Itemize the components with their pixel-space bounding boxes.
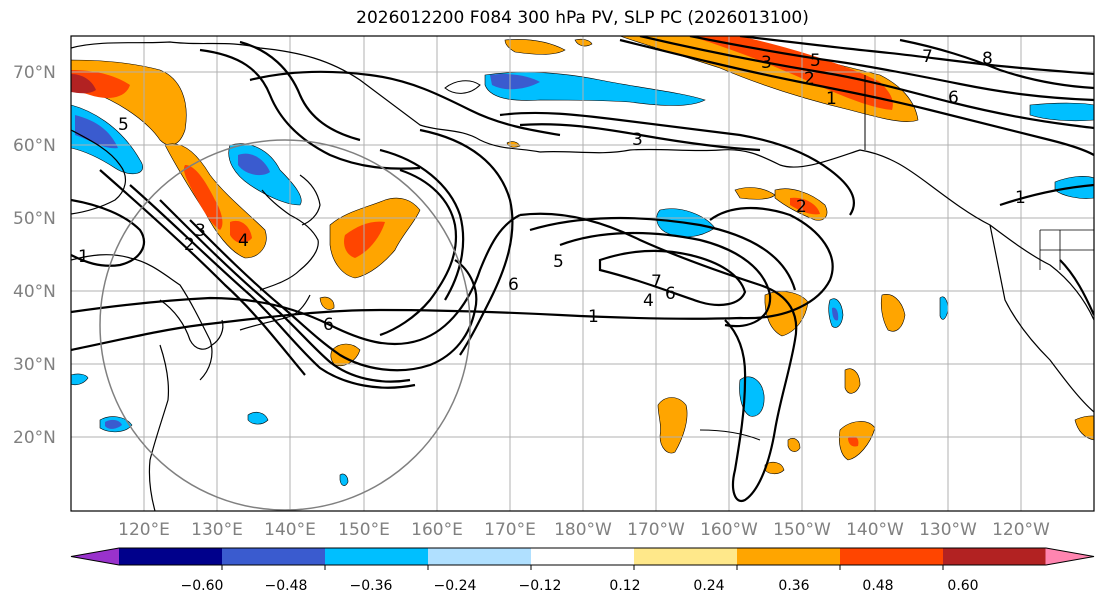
colorbar-bin: [428, 548, 532, 565]
slp-contours: [71, 36, 1094, 503]
coastlines: [71, 41, 1094, 511]
colorbar-tick-label: −0.24: [434, 578, 477, 594]
colorbar-extend-high: [1045, 548, 1094, 565]
lat-label: 40°N: [13, 282, 56, 302]
contour-label: 1: [78, 247, 89, 267]
contour-label: 1: [588, 307, 599, 327]
lat-label: 60°N: [13, 136, 56, 156]
radius-circle: [99, 139, 471, 511]
lat-label: 70°N: [13, 63, 56, 83]
colorbar-tick-label: −0.60: [181, 578, 224, 594]
lon-label: 120°W: [992, 520, 1050, 540]
colorbar-bin: [943, 548, 1047, 565]
latitude-labels: 70°N 60°N 50°N 40°N 30°N 20°N: [13, 63, 56, 448]
lon-label: 160°W: [700, 520, 758, 540]
lon-label: 180°W: [554, 520, 612, 540]
contour-label: 3: [761, 53, 772, 73]
map-title: 2026012200 F084 300 hPa PV, SLP PC (2026…: [356, 8, 809, 28]
colorbar-bin: [840, 548, 944, 565]
contour-label: 4: [238, 231, 249, 251]
colorbar-tick-label: −0.12: [519, 578, 562, 594]
contour-label: 5: [553, 252, 564, 272]
lat-label: 50°N: [13, 209, 56, 229]
contour-label: 7: [651, 272, 662, 292]
contour-label: 5: [810, 51, 821, 71]
map-frame: [70, 35, 1095, 512]
colorbar-bin: [325, 548, 429, 565]
contour-label: 6: [948, 88, 959, 108]
colorbar-tick-label: 0.60: [947, 578, 978, 594]
lon-label: 170°E: [484, 520, 536, 540]
contour-label: 6: [508, 275, 519, 295]
lat-label: 20°N: [13, 428, 56, 448]
lon-label: 160°E: [411, 520, 463, 540]
longitude-labels: 120°E 130°E 140°E 150°E 160°E 170°E 180°…: [118, 520, 1050, 540]
lon-label: 130°W: [919, 520, 977, 540]
colorbar-outline: [70, 547, 1095, 566]
colorbar-extend-low: [71, 548, 120, 565]
colorbar-tick-label: 0.12: [609, 578, 640, 594]
lon-label: 120°E: [118, 520, 170, 540]
colorbar-tick-label: −0.48: [265, 578, 308, 594]
colorbar-tick-label: −0.36: [350, 578, 393, 594]
contour-label: 6: [665, 284, 676, 304]
lon-label: 150°W: [773, 520, 831, 540]
lat-label: 30°N: [13, 355, 56, 375]
colorbar-tick-label: 0.24: [693, 578, 724, 594]
contour-labels: 5 4 3 2 1 6 7 8 6 3 5 3 2 1 5 6 1 2 7 4 …: [78, 47, 1026, 335]
contour-label: 3: [632, 130, 643, 150]
contour-label: 8: [982, 49, 993, 69]
contour-label: 2: [184, 235, 195, 255]
colorbar-bin: [222, 548, 326, 565]
contour-label: 7: [922, 47, 933, 67]
contour-label: 1: [826, 89, 837, 109]
contour-label: 2: [796, 197, 807, 217]
colorbar-bin: [119, 548, 223, 565]
contour-label: 5: [118, 115, 129, 135]
contour-label: 2: [804, 69, 815, 89]
colorbar-bin: [634, 548, 738, 565]
lon-label: 140°E: [264, 520, 316, 540]
colorbar: [70, 547, 1095, 570]
colorbar-bin: [737, 548, 841, 565]
colorbar-tick-label: 0.48: [862, 578, 893, 594]
colorbar-bin: [531, 548, 635, 565]
contour-label: 1: [1015, 188, 1026, 208]
lon-label: 170°W: [627, 520, 685, 540]
lon-label: 150°E: [338, 520, 390, 540]
contour-label: 6: [323, 315, 334, 335]
colorbar-tick-label: 0.36: [778, 578, 809, 594]
contour-label: 4: [643, 291, 654, 311]
lon-label: 130°E: [191, 520, 243, 540]
colorbar-tick-labels: −0.60 −0.48 −0.36 −0.24 −0.12 0.12 0.24 …: [181, 578, 979, 594]
contour-label: 3: [195, 221, 206, 241]
lon-label: 140°W: [846, 520, 904, 540]
